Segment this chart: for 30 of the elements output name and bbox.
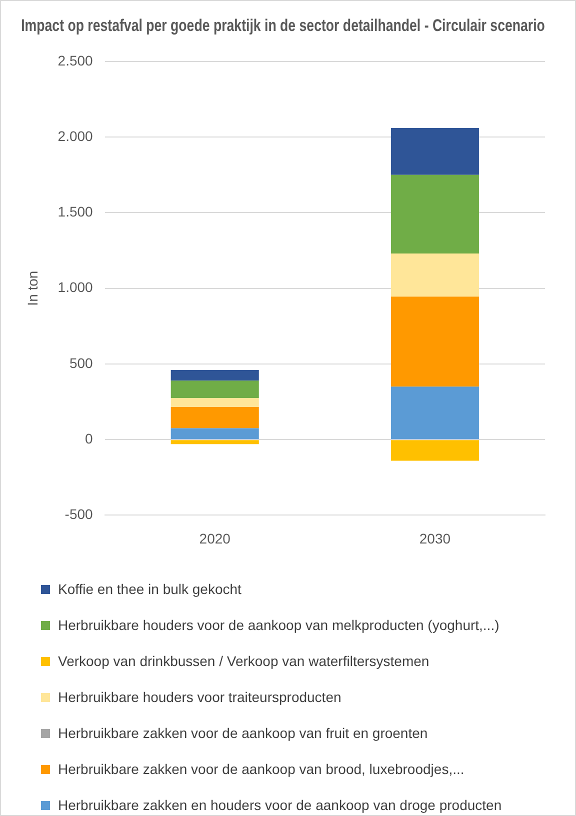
bar — [170, 370, 259, 381]
legend-label: Herbruikbare houders voor de aankoop van melkproducten (yoghurt,...) — [58, 617, 500, 633]
legend-label: Koffie en thee in bulk gekocht — [58, 581, 242, 597]
bar — [170, 440, 259, 444]
y-tick-label: 500 — [69, 354, 94, 371]
bar — [170, 407, 259, 428]
bar — [390, 386, 479, 440]
bar — [390, 254, 479, 297]
y-tick-label: -500 — [64, 506, 94, 522]
y-tick-label: 2.000 — [58, 128, 94, 144]
bar — [390, 174, 479, 254]
legend-label: Herbruikbare zakken en houders voor de aankoop van droge producten — [58, 797, 502, 813]
legend-label: Herbruikbare zakken voor de aankoop van fruit en groenten — [58, 725, 428, 741]
bar — [390, 440, 479, 461]
legend-label: Herbruikbare houders voor traiteursproducten — [58, 689, 342, 705]
y-tick-label: 1.000 — [58, 279, 94, 296]
chart-title: Impact op restafval per goede praktijk in de sector detailhandel - Circulair scenario — [21, 16, 545, 36]
y-tick-label: 2.500 — [58, 52, 94, 68]
bar — [390, 128, 479, 175]
bar — [390, 296, 479, 387]
bar — [170, 398, 259, 408]
x-tick-label: 2020 — [199, 530, 231, 546]
y-axis-title: In ton — [24, 270, 40, 306]
bar — [170, 380, 259, 398]
bar — [170, 428, 259, 440]
legend-label: Verkoop van drinkbussen / Verkoop van waterfiltersystemen — [58, 653, 430, 669]
y-tick-label: 0 — [85, 430, 94, 446]
legend-label: Herbruikbare zakken voor de aankoop van brood, luxebroodjes,... — [58, 761, 464, 777]
y-tick-label: 1.500 — [58, 204, 94, 220]
x-tick-label: 2030 — [419, 530, 451, 546]
